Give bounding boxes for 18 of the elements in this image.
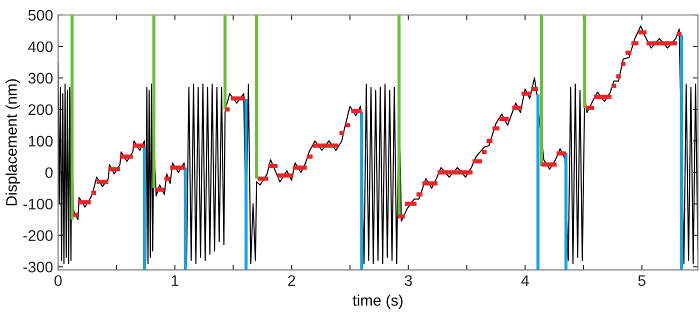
y-tick-label: -100 [23, 198, 53, 210]
x-tick-label: 4 [521, 275, 529, 286]
y-tick-label: 500 [28, 10, 53, 21]
line-series [58, 25, 698, 264]
y-tick-label: 300 [28, 72, 53, 84]
y-tick-label: -200 [23, 230, 53, 241]
y-tick-label: 100 [28, 136, 53, 147]
x-tick-label: 5 [638, 275, 646, 286]
y-tick-label: 400 [28, 41, 53, 52]
y-tick-label: 200 [28, 104, 53, 116]
y-tick-label: -300 [23, 262, 53, 272]
x-tick-label: 2 [288, 275, 296, 286]
x-tick-label: 1 [172, 275, 178, 286]
y-axis-title: Displacement (nm) [6, 79, 20, 206]
y-tick-label: 0 [45, 167, 53, 178]
x-tick-label: 0 [54, 275, 62, 286]
x-axis-title: time (s) [352, 294, 403, 309]
x-tick-label: 3 [404, 275, 412, 286]
